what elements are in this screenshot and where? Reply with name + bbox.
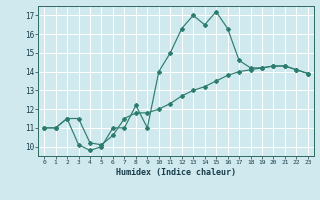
X-axis label: Humidex (Indice chaleur): Humidex (Indice chaleur)	[116, 168, 236, 177]
